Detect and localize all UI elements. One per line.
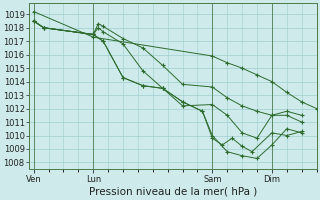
X-axis label: Pression niveau de la mer( hPa ): Pression niveau de la mer( hPa ) xyxy=(89,187,257,197)
